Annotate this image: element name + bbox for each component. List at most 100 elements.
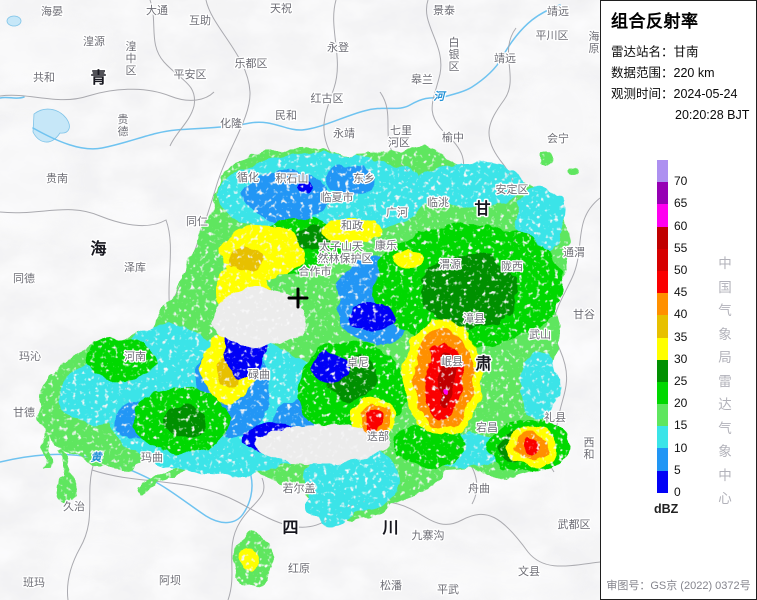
place-label: 松潘 bbox=[380, 578, 402, 592]
obstime-clock: 20:20:28 BJT bbox=[675, 108, 750, 122]
range-line: 数据范围：220 km bbox=[611, 66, 715, 80]
province-label: 甘 bbox=[474, 200, 491, 218]
legend-value: 5 bbox=[674, 462, 681, 477]
place-label: 白银区 bbox=[449, 35, 460, 73]
place-label: 碌曲 bbox=[248, 368, 270, 381]
place-label: 互助 bbox=[189, 13, 211, 27]
watermark-char: 心 bbox=[718, 491, 732, 506]
place-label: 平武 bbox=[437, 583, 459, 596]
place-label: 红原 bbox=[288, 562, 310, 575]
place-label: 化隆 bbox=[220, 116, 242, 130]
product-title: 组合反射率 bbox=[611, 12, 699, 31]
lake bbox=[6, 15, 22, 27]
legend-swatch bbox=[657, 470, 668, 493]
legend-value: 40 bbox=[674, 307, 688, 322]
province-label: 海 bbox=[90, 239, 107, 258]
province-label: 川 bbox=[381, 520, 399, 537]
legend-value: 0 bbox=[674, 485, 681, 499]
legend-value: 70 bbox=[674, 174, 688, 189]
legend-swatch bbox=[657, 337, 668, 360]
place-label: 岷县 bbox=[441, 355, 463, 368]
place-label: 泽库 bbox=[124, 261, 146, 274]
legend-swatch bbox=[657, 448, 668, 471]
place-label: 平川区 bbox=[536, 30, 569, 42]
place-label: 榆中 bbox=[442, 130, 464, 144]
place-label: 甘德 bbox=[13, 405, 35, 419]
place-label: 广河 bbox=[386, 206, 408, 219]
place-label: 卓尼 bbox=[347, 356, 369, 369]
place-label: 和政 bbox=[341, 218, 363, 232]
watermark-char: 象 bbox=[718, 326, 732, 342]
legend-unit: dBZ bbox=[654, 502, 679, 516]
color-legend: 70 65 60 55 50 45 40 35 30 25 20 15 10 5 0 bbox=[657, 160, 717, 499]
place-label: 七里 bbox=[390, 124, 412, 137]
place-label: 皋兰 bbox=[411, 72, 433, 86]
legend-swatch bbox=[657, 204, 668, 227]
legend-swatch bbox=[657, 226, 668, 249]
station-line: 雷达站名：甘南 bbox=[611, 45, 699, 59]
watermark-char: 达 bbox=[718, 397, 732, 412]
river-label: 黄 bbox=[91, 451, 104, 464]
place-label: 合作市 bbox=[299, 264, 332, 278]
place-label: 武山 bbox=[529, 328, 551, 341]
watermark-vertical-text: 中国气象局雷达气象中心 bbox=[715, 252, 735, 507]
place-label: 海晏 bbox=[41, 4, 63, 18]
place-label: 安定区 bbox=[496, 182, 529, 196]
legend-swatch bbox=[657, 293, 668, 316]
place-label: 海原 bbox=[589, 29, 600, 55]
legend-swatch bbox=[657, 381, 668, 405]
place-label: 同仁 bbox=[186, 215, 208, 228]
watermark-char: 中 bbox=[718, 256, 732, 271]
watermark-char: 气 bbox=[718, 420, 732, 436]
legend-value: 35 bbox=[674, 329, 688, 344]
legend-value: 10 bbox=[674, 440, 688, 455]
info-panel: 组合反射率 雷达站名：甘南 数据范围：220 km 观测时间：2024-05-2… bbox=[600, 0, 757, 600]
legend-swatch bbox=[657, 404, 668, 427]
obstime-line: 观测时间：2024-05-24 bbox=[611, 87, 738, 101]
legend-value: 50 bbox=[674, 263, 688, 277]
legend-value: 65 bbox=[674, 196, 688, 211]
place-label: 九寨沟 bbox=[412, 528, 445, 542]
place-label: 湟源 bbox=[83, 34, 105, 48]
radar-station-marker bbox=[287, 287, 309, 309]
place-label: 民和 bbox=[275, 109, 297, 122]
place-label: 积石山 bbox=[276, 172, 309, 185]
legend-value: 15 bbox=[674, 418, 688, 433]
watermark-char: 象 bbox=[718, 444, 732, 459]
place-label: 循化 bbox=[237, 170, 259, 184]
place-label: 班玛 bbox=[23, 576, 45, 589]
place-label: 文县 bbox=[518, 564, 540, 578]
legend-value: 20 bbox=[674, 396, 688, 411]
place-label: 渭源 bbox=[439, 257, 461, 271]
obstime-date: 2024-05-24 bbox=[673, 87, 738, 101]
map-approval-number: 审图号：GS京 (2022) 0372号 bbox=[606, 580, 751, 592]
place-label: 贵南 bbox=[46, 172, 68, 185]
place-label: 舟曲 bbox=[468, 481, 490, 495]
place-label: 永靖 bbox=[333, 126, 355, 140]
place-label: 乐都区 bbox=[235, 57, 268, 70]
place-label: 贵德 bbox=[118, 113, 129, 138]
place-label: 红古区 bbox=[311, 92, 344, 105]
place-label: 大通 bbox=[146, 3, 168, 17]
watermark-char: 气 bbox=[718, 303, 732, 318]
legend-swatch bbox=[657, 426, 668, 449]
echo-layer bbox=[38, 148, 578, 587]
watermark-char: 雷 bbox=[718, 373, 732, 389]
place-label: 靖远 bbox=[547, 5, 569, 18]
radar-map: 海晏 大通 天祝 景泰 靖远 平川区 海原 永登 乐都区 湟源 互助 湟中区 共和 平安区 白银区 皋兰 靖远红… bbox=[0, 0, 612, 600]
legend-value: 30 bbox=[674, 351, 688, 366]
legend-value: 60 bbox=[674, 218, 688, 233]
place-label: 康乐 bbox=[375, 238, 397, 252]
place-label: 湟中区 bbox=[126, 40, 137, 77]
legend-swatch bbox=[657, 315, 668, 338]
place-label: 靖远 bbox=[494, 52, 516, 65]
place-label: 阿坝 bbox=[159, 573, 181, 587]
legend-value: 25 bbox=[674, 374, 688, 388]
place-label: 共和 bbox=[33, 71, 55, 84]
legend-swatch bbox=[657, 160, 668, 183]
watermark-char: 中 bbox=[718, 467, 732, 483]
station-value: 甘南 bbox=[673, 45, 699, 59]
place-label: 通渭 bbox=[563, 246, 585, 259]
province-label: 青 bbox=[90, 68, 107, 87]
